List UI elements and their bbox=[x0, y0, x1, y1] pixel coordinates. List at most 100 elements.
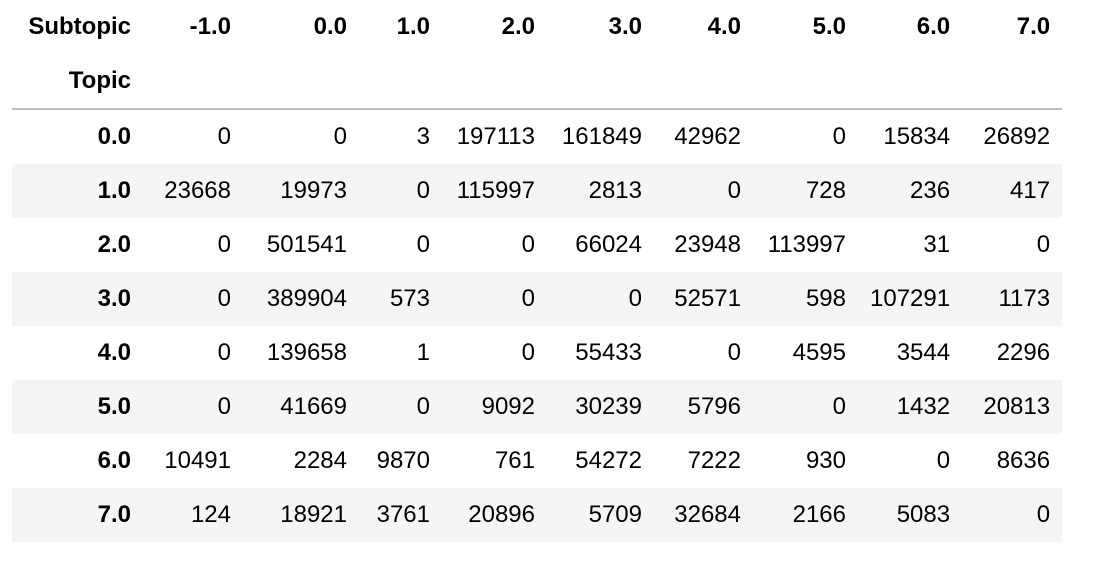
table-cell: 2284 bbox=[293, 447, 347, 474]
table-cell: 761 bbox=[494, 447, 535, 474]
table-cell: 0 bbox=[217, 339, 231, 366]
table-cell: 0 bbox=[333, 123, 347, 150]
empty-header-cell bbox=[654, 54, 753, 110]
table-cell: 2166 bbox=[792, 501, 846, 528]
table-cell: 0 bbox=[832, 123, 846, 150]
table-cell: 728 bbox=[805, 177, 846, 204]
empty-header-cell bbox=[753, 54, 858, 110]
table-cell: 124 bbox=[190, 501, 231, 528]
table-cell: 389904 bbox=[266, 285, 347, 312]
row-index-label: 4.0 bbox=[97, 339, 131, 366]
table-cell: 31 bbox=[923, 231, 951, 258]
row-index-label: 6.0 bbox=[97, 447, 131, 474]
table-cell: 107291 bbox=[870, 285, 951, 312]
table-row: 7.0 124 18921 3761 20896 5709 32684 2166 5083 0 bbox=[12, 488, 1063, 542]
table-cell: 0 bbox=[416, 393, 430, 420]
table-cell: 9870 bbox=[376, 447, 430, 474]
row-index-label: 2.0 bbox=[97, 231, 131, 258]
table-cell: 66024 bbox=[575, 231, 642, 258]
table-cell: 15834 bbox=[883, 123, 951, 150]
table-cell: 5796 bbox=[687, 393, 741, 420]
table-cell: 0 bbox=[521, 285, 535, 312]
column-header: 1.0 bbox=[396, 13, 430, 40]
column-header: 3.0 bbox=[608, 13, 642, 40]
table-cell: 0 bbox=[217, 285, 231, 312]
table-cell: 0 bbox=[727, 339, 741, 366]
table-cell: 236 bbox=[910, 177, 951, 204]
table-cell: 115997 bbox=[456, 177, 535, 204]
row-index-label: 3.0 bbox=[97, 285, 131, 312]
table-cell: 23948 bbox=[674, 231, 741, 258]
table-cell: 42962 bbox=[674, 123, 741, 150]
table-cell: 55433 bbox=[575, 339, 642, 366]
table-cell: 41669 bbox=[280, 393, 347, 420]
empty-header-cell bbox=[962, 54, 1063, 110]
table-row: 6.0 10491 2284 9870 761 54272 7222 930 0 8636 bbox=[12, 434, 1063, 488]
table-cell: 23668 bbox=[164, 177, 231, 204]
column-header: 7.0 bbox=[1016, 13, 1051, 40]
index-name-row: Topic bbox=[12, 54, 1063, 110]
table-cell: 2296 bbox=[996, 339, 1051, 366]
column-header-row: Subtopic -1.0 0.0 1.0 2.0 3.0 4.0 5.0 6.… bbox=[12, 0, 1062, 54]
column-header: 0.0 bbox=[313, 13, 347, 40]
row-index-label: 1.0 bbox=[97, 177, 131, 204]
table-cell: 417 bbox=[1010, 177, 1051, 204]
table-row: 3.0 0 389904 573 0 0 52571 598 107291 1173 bbox=[12, 272, 1063, 326]
table-cell: 0 bbox=[936, 447, 951, 474]
table-cell: 26892 bbox=[983, 123, 1051, 150]
table-row: 0.0 0 0 3 197113 161849 42962 0 15834 26892 bbox=[12, 109, 1063, 164]
table-cell: 20813 bbox=[983, 393, 1051, 420]
table-cell: 1173 bbox=[998, 285, 1051, 312]
table-cell: 5709 bbox=[588, 501, 642, 528]
index-name-label: Topic bbox=[12, 54, 143, 110]
table-body: 0.0 0 0 3 197113 161849 42962 0 15834 26892 1.0 236… bbox=[12, 109, 1063, 542]
table-cell: 0 bbox=[521, 339, 535, 366]
table-cell: 9092 bbox=[481, 393, 535, 420]
column-header: 4.0 bbox=[707, 13, 741, 40]
empty-header-cell bbox=[547, 54, 654, 110]
table-cell: 0 bbox=[416, 177, 430, 204]
table-cell: 52571 bbox=[674, 285, 741, 312]
table-cell: 54272 bbox=[575, 447, 642, 474]
row-index-label: 5.0 bbox=[97, 393, 131, 420]
table-cell: 501541 bbox=[266, 231, 347, 258]
table-cell: 139658 bbox=[266, 339, 347, 366]
table-cell: 3544 bbox=[896, 339, 951, 366]
dataframe-table: Subtopic -1.0 0.0 1.0 2.0 3.0 4.0 5.0 6.… bbox=[12, 0, 1063, 542]
table-cell: 1 bbox=[416, 339, 430, 366]
table-header: Subtopic -1.0 0.0 1.0 2.0 3.0 4.0 5.0 6.… bbox=[12, 0, 1063, 110]
table-cell: 197113 bbox=[456, 123, 535, 150]
table-cell: 3 bbox=[416, 123, 430, 150]
table-cell: 32684 bbox=[674, 501, 741, 528]
table-cell: 5083 bbox=[896, 501, 951, 528]
table-cell: 19973 bbox=[280, 177, 347, 204]
empty-header-cell bbox=[243, 54, 359, 110]
empty-header-cell bbox=[143, 54, 243, 110]
columns-name-label: Subtopic bbox=[28, 13, 131, 40]
table-cell: 18921 bbox=[280, 501, 347, 528]
dataframe-output: Subtopic -1.0 0.0 1.0 2.0 3.0 4.0 5.0 6.… bbox=[12, 0, 1063, 542]
column-header: 5.0 bbox=[812, 13, 846, 40]
table-cell: 573 bbox=[389, 285, 430, 312]
table-row: 1.0 23668 19973 0 115997 2813 0 728 236 417 bbox=[12, 164, 1063, 218]
column-header: -1.0 bbox=[189, 13, 231, 40]
table-cell: 930 bbox=[805, 447, 846, 474]
table-cell: 30239 bbox=[575, 393, 642, 420]
empty-header-cell bbox=[359, 54, 442, 110]
table-cell: 0 bbox=[217, 393, 231, 420]
table-row: 2.0 0 501541 0 0 66024 23948 113997 31 0 bbox=[12, 218, 1063, 272]
empty-header-cell bbox=[858, 54, 963, 110]
empty-header-cell bbox=[442, 54, 547, 110]
column-header: 6.0 bbox=[916, 13, 951, 40]
table-cell: 8636 bbox=[996, 447, 1051, 474]
table-cell: 113997 bbox=[767, 231, 846, 258]
table-cell: 20896 bbox=[468, 501, 535, 528]
table-cell: 0 bbox=[628, 285, 642, 312]
table-cell: 0 bbox=[521, 231, 535, 258]
table-cell: 0 bbox=[1036, 501, 1051, 528]
table-cell: 0 bbox=[217, 231, 231, 258]
table-cell: 0 bbox=[1036, 231, 1051, 258]
table-cell: 0 bbox=[217, 123, 231, 150]
table-cell: 4595 bbox=[792, 339, 846, 366]
table-cell: 0 bbox=[727, 177, 741, 204]
